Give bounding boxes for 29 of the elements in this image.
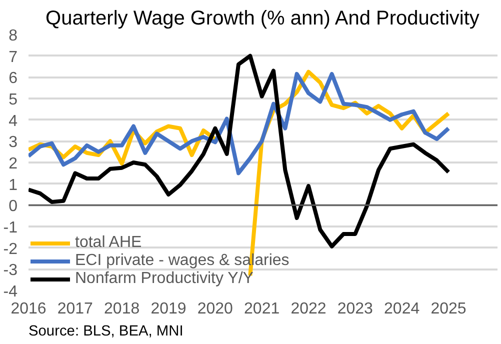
x-tick-label: 2023 — [337, 300, 374, 318]
y-tick-label: -4 — [3, 284, 18, 300]
x-tick-label: 2019 — [150, 300, 186, 318]
y-tick-label: 7 — [8, 48, 18, 66]
y-tick-label: 3 — [8, 134, 18, 152]
y-tick-label: 0 — [8, 198, 18, 216]
line-series — [28, 54, 450, 248]
line-series — [28, 72, 450, 176]
y-tick-label: -2 — [3, 240, 18, 258]
legend-label: Nonfarm Productivity Y/Y — [75, 270, 254, 288]
x-tick-label: 2018 — [104, 300, 140, 318]
y-tick-label: 2 — [8, 156, 18, 172]
legend-label: total AHE — [75, 234, 142, 252]
x-tick-label: 2016 — [10, 300, 46, 318]
x-tick-label: 2020 — [197, 300, 234, 318]
x-tick-label: 2022 — [290, 300, 326, 318]
chart-title: Quarterly Wage Growth (% ann) And Productivity — [46, 8, 480, 30]
x-tick-label: 2021 — [244, 300, 280, 318]
y-tick-label: 4 — [8, 112, 18, 130]
y-tick-label: -3 — [3, 262, 18, 280]
y-tick-label: 1 — [8, 176, 18, 194]
x-tick-label: 2025 — [430, 300, 466, 318]
x-tick-label: 2024 — [384, 300, 420, 318]
x-tick-label: 2017 — [57, 300, 94, 318]
source-note: Source: BLS, BEA, MNI — [28, 324, 184, 340]
y-tick-label: 8 — [8, 28, 18, 44]
y-tick-label: 5 — [8, 92, 18, 108]
y-tick-label: -1 — [3, 220, 18, 236]
y-tick-label: 6 — [8, 70, 18, 88]
